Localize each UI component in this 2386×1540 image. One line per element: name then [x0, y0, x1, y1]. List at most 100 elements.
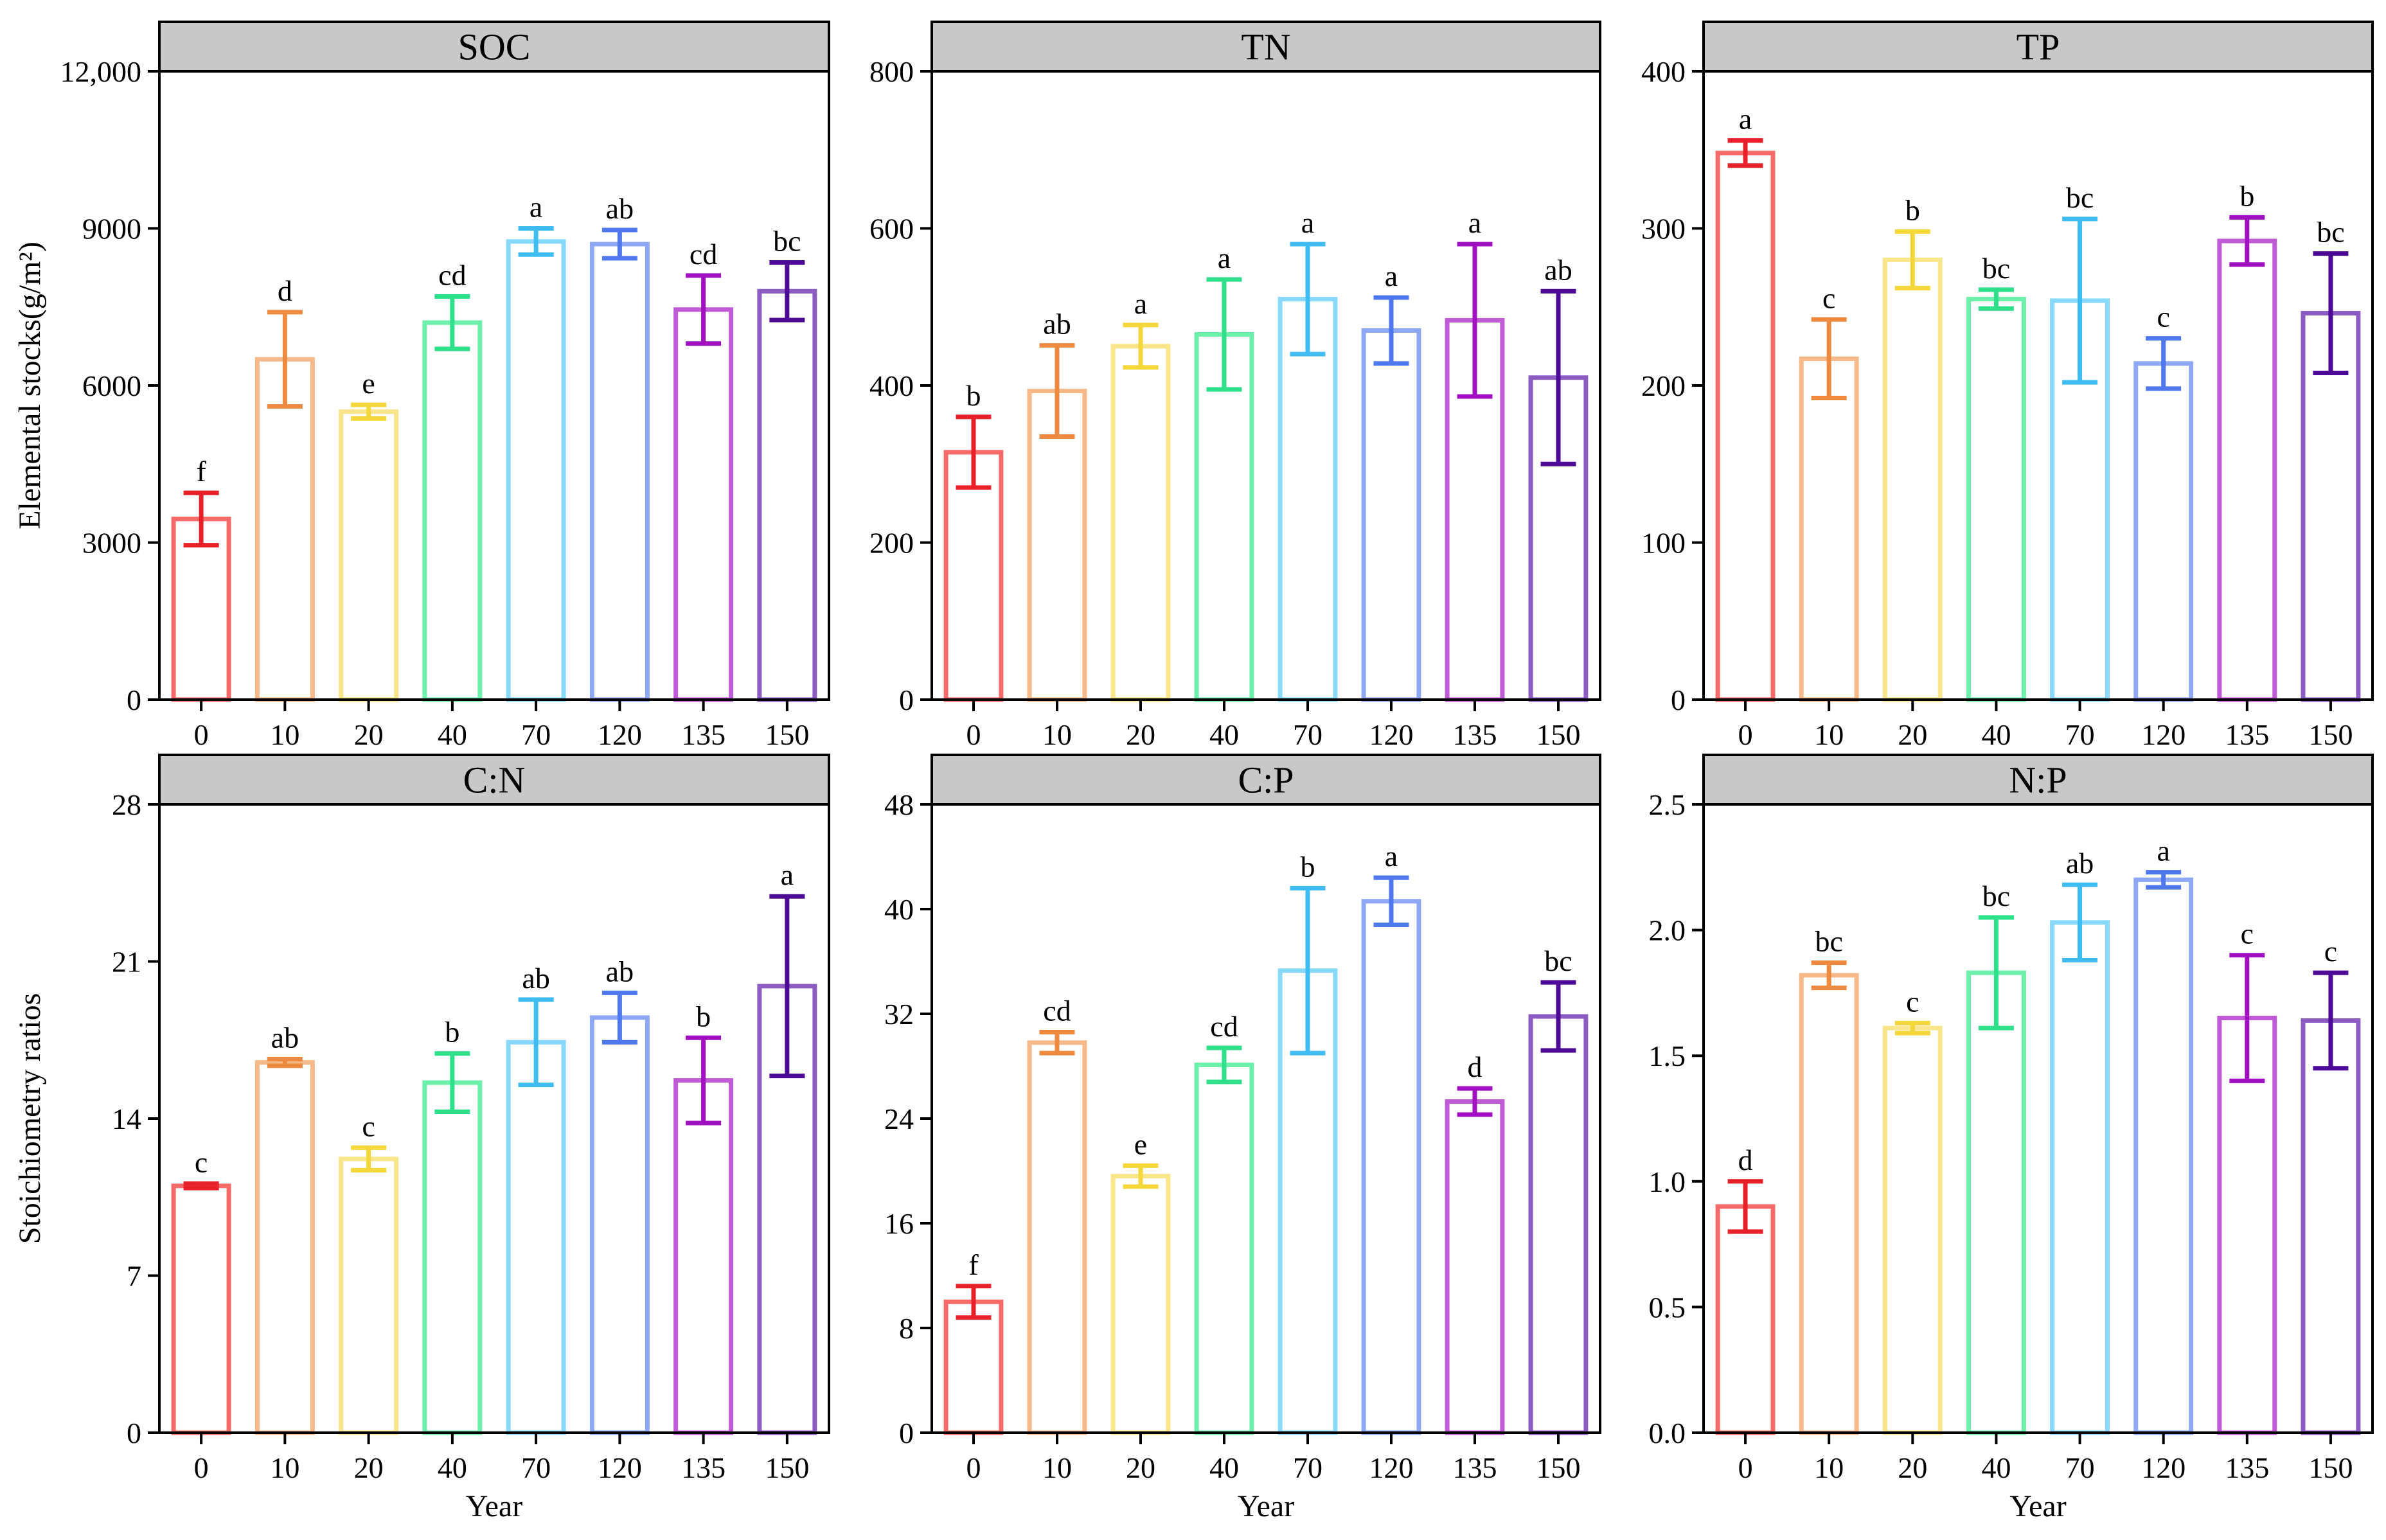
bar — [757, 288, 817, 702]
x-tick-label: 0 — [1738, 718, 1753, 751]
error-bar — [1206, 277, 1242, 392]
bar — [254, 1060, 315, 1435]
y-tick-label: 40 — [884, 893, 914, 926]
error-bar — [2313, 970, 2349, 1071]
x-tick-label: 70 — [521, 1451, 551, 1484]
bar — [1715, 150, 1776, 702]
x-tick-label: 40 — [1209, 1451, 1239, 1484]
x-tick-label: 0 — [194, 718, 209, 751]
bar — [1361, 899, 1421, 1435]
bar — [2217, 238, 2277, 702]
bar — [171, 1183, 231, 1435]
bar — [589, 242, 650, 702]
y-tick-label: 200 — [1641, 369, 1686, 402]
panel-n-p: N:P d 0 bc 10 c 20 bc 40 ab 70 a 120 c 135 c 150 0.0 0.5 1.… — [1649, 754, 2374, 1523]
error-bar — [1206, 1045, 1242, 1084]
x-tick-label: 70 — [1293, 718, 1322, 751]
error-bar — [183, 490, 219, 548]
bar — [673, 307, 734, 702]
significance-letter: bc — [773, 224, 801, 257]
significance-letter: a — [1468, 206, 1481, 239]
x-tick-label: 150 — [1536, 1451, 1581, 1484]
x-tick-label: 120 — [598, 718, 642, 751]
bar — [2301, 1018, 2361, 1435]
x-tick-label: 70 — [1293, 1451, 1322, 1484]
significance-letter: ab — [522, 962, 549, 995]
error-bar — [2229, 215, 2265, 267]
significance-letter: c — [362, 1110, 375, 1142]
significance-letter: c — [1906, 985, 1919, 1018]
significance-letter: bc — [2066, 181, 2094, 214]
panel-soc: SOC f 0 d 10 e 20 cd 40 a 70 ab 120 cd 135 bc 150 0 3000 60… — [60, 21, 830, 751]
x-tick-label: 70 — [521, 718, 551, 751]
bar — [506, 239, 566, 702]
bar — [943, 1299, 1004, 1435]
significance-letter: f — [968, 1248, 979, 1281]
bar — [506, 1040, 566, 1435]
error-bar — [2146, 870, 2182, 890]
significance-letter: d — [1738, 1144, 1753, 1176]
x-tick-label: 120 — [598, 1451, 642, 1484]
x-axis-label: Year — [1238, 1489, 1294, 1523]
significance-letter: ab — [606, 955, 634, 987]
x-tick-label: 70 — [2065, 1451, 2095, 1484]
bar — [1528, 1014, 1589, 1435]
plot-frame — [930, 803, 1601, 1434]
error-bar — [1457, 242, 1493, 399]
significance-letter: e — [362, 367, 375, 400]
error-bar — [351, 1145, 387, 1173]
x-tick-label: 40 — [1981, 1451, 2011, 1484]
y-tick-label: 14 — [112, 1102, 141, 1135]
error-bar — [956, 414, 992, 490]
significance-letter: c — [2241, 917, 2254, 950]
error-bar — [1811, 317, 1847, 401]
y-tick-label: 12,000 — [60, 55, 142, 88]
x-tick-label: 70 — [2065, 718, 2095, 751]
y-tick-label: 0 — [899, 1417, 914, 1449]
significance-letter: d — [278, 274, 292, 307]
y-tick-label: 0 — [1671, 684, 1686, 716]
bar — [673, 1078, 734, 1435]
y-tick-label: 800 — [869, 55, 914, 88]
y-axis-label-stocks: Elemental stocks(g/m²) — [13, 242, 47, 529]
y-tick-label: 0.5 — [1649, 1291, 1686, 1323]
panel-strip — [158, 754, 830, 806]
y-tick-label: 100 — [1641, 527, 1686, 560]
panel-strip — [158, 21, 830, 73]
y-tick-label: 300 — [1641, 213, 1686, 245]
y-tick-label: 21 — [112, 946, 141, 978]
y-tick-label: 2.0 — [1649, 914, 1686, 947]
significance-letter: c — [2324, 935, 2337, 968]
y-tick-label: 200 — [869, 527, 914, 560]
significance-letter: a — [781, 858, 794, 891]
significance-letter: ab — [271, 1021, 299, 1054]
y-tick-label: 7 — [127, 1260, 141, 1293]
significance-letter: b — [1905, 193, 1920, 226]
significance-letter: cd — [1043, 995, 1071, 1027]
error-bar — [1457, 1086, 1493, 1117]
plot-frame — [930, 70, 1601, 701]
bar — [1882, 1025, 1943, 1435]
plot-frame — [158, 803, 830, 1434]
y-tick-label: 400 — [1641, 55, 1686, 88]
y-tick-label: 16 — [884, 1207, 914, 1240]
error-bar — [1894, 1020, 1930, 1036]
significance-letter: a — [1301, 206, 1314, 239]
bar — [254, 357, 315, 702]
error-bar — [1039, 343, 1075, 439]
significance-letter: bc — [2317, 216, 2344, 249]
panel-title: N:P — [2009, 759, 2067, 801]
x-tick-label: 150 — [2308, 718, 2353, 751]
significance-letter: a — [530, 191, 542, 224]
y-tick-label: 32 — [884, 998, 914, 1031]
x-tick-label: 10 — [1814, 718, 1844, 751]
y-tick-label: 1.5 — [1649, 1040, 1686, 1072]
error-bar — [1540, 288, 1576, 466]
error-bar — [1373, 295, 1409, 366]
y-tick-label: 0 — [127, 1417, 141, 1449]
bar — [1361, 328, 1421, 702]
error-bar — [434, 1051, 470, 1115]
x-tick-label: 120 — [1369, 718, 1414, 751]
x-tick-label: 10 — [270, 718, 299, 751]
